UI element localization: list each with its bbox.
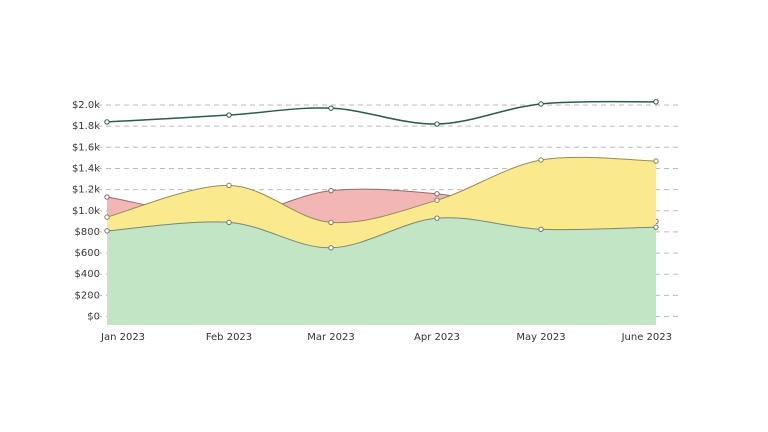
- x-tick-label: Apr 2023: [414, 332, 460, 343]
- area: [107, 217, 656, 325]
- point: [538, 157, 544, 163]
- point: [434, 191, 440, 197]
- point: [104, 214, 110, 220]
- point: [328, 219, 334, 226]
- point: [538, 101, 544, 107]
- y-tick-label: $200: [75, 290, 100, 301]
- point: [104, 119, 110, 125]
- point: [328, 187, 334, 194]
- y-tick-label: $1.4k: [72, 163, 100, 174]
- y-tick-label: $1.0k: [72, 206, 100, 217]
- area-edge: [106, 156, 657, 224]
- y-tick-label: $400: [75, 269, 100, 280]
- line: [106, 100, 657, 125]
- point: [653, 99, 659, 105]
- point: [226, 219, 232, 226]
- x-tick-label: Feb 2023: [206, 332, 252, 343]
- y-tick-label: $0: [87, 312, 100, 323]
- y-tick-label: $800: [75, 227, 100, 238]
- x-tick-label: Jan 2023: [100, 332, 145, 343]
- point: [434, 121, 440, 127]
- point: [538, 226, 544, 232]
- y-tick-label: $1.6k: [72, 142, 100, 153]
- point: [226, 182, 232, 189]
- point: [653, 158, 659, 164]
- y-tick-label: $1.2k: [72, 185, 100, 196]
- x-tick-label: Mar 2023: [307, 332, 355, 343]
- point: [434, 215, 440, 221]
- point: [653, 224, 659, 230]
- x-tick-label: June 2023: [621, 332, 672, 343]
- x-tick-label: May 2023: [516, 332, 565, 343]
- point: [104, 228, 110, 234]
- point: [328, 245, 334, 251]
- point: [226, 112, 232, 118]
- point: [434, 197, 440, 203]
- point: [328, 105, 334, 111]
- y-tick-label: $2.0k: [72, 100, 100, 111]
- y-tick-label: $1.8k: [72, 121, 100, 132]
- y-tick-label: $600: [75, 248, 100, 259]
- area-edge: [106, 217, 657, 249]
- point: [104, 194, 110, 200]
